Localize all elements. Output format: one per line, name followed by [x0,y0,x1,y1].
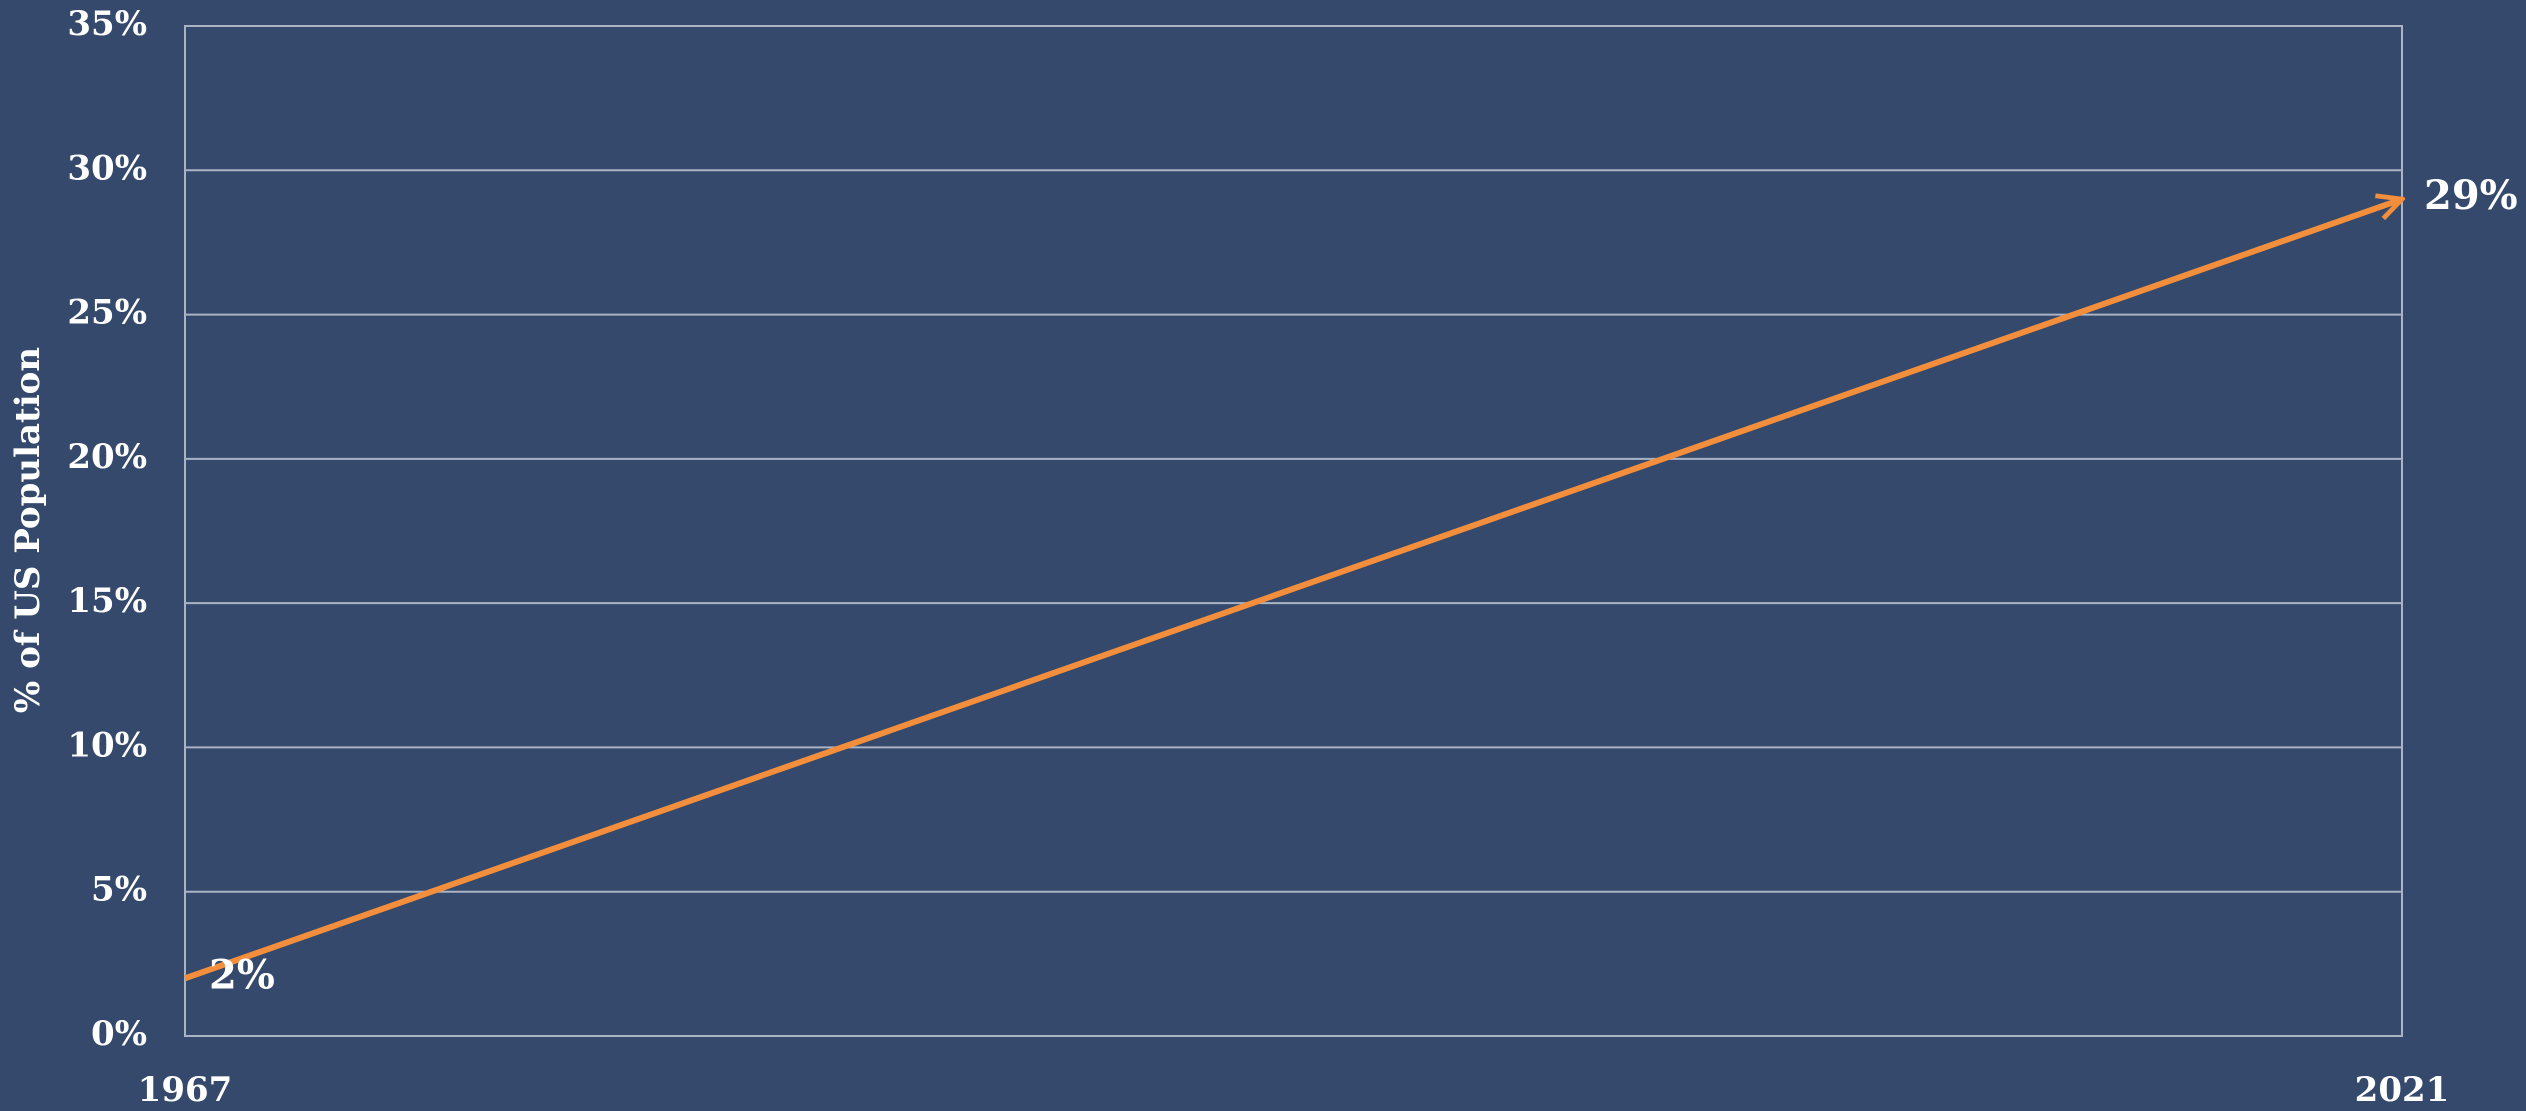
x-tick-label: 2021 [2355,1070,2450,1110]
y-tick-label: 25% [67,293,147,333]
plot-border [184,25,2403,1037]
x-tick-label: 1967 [138,1070,233,1110]
y-axis-label: % of US Population [8,347,48,713]
y-tick-label: 20% [67,437,147,477]
y-tick-label: 30% [67,148,147,188]
line [184,199,2402,982]
data-label: 2% [209,951,275,998]
y-tick-label: 35% [67,4,147,44]
y-tick-label: 0% [91,1014,147,1054]
y-tick-label: 10% [67,725,147,765]
y-tick-label: 5% [91,870,147,910]
y-tick-label: 15% [67,581,147,621]
data-label: 29% [2424,172,2518,219]
